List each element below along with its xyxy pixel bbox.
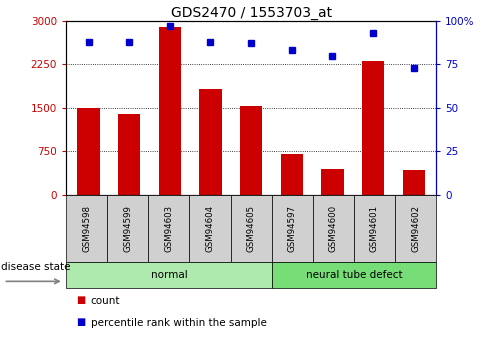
Bar — [199, 89, 221, 195]
Text: ■: ■ — [76, 317, 85, 327]
Text: GSM94605: GSM94605 — [246, 205, 256, 252]
Text: GSM94598: GSM94598 — [82, 205, 91, 252]
Bar — [321, 169, 343, 195]
Bar — [362, 61, 384, 195]
Bar — [118, 114, 140, 195]
Text: GSM94604: GSM94604 — [205, 205, 215, 252]
Bar — [403, 170, 425, 195]
Text: neural tube defect: neural tube defect — [306, 270, 402, 280]
Text: count: count — [91, 296, 120, 306]
Bar — [240, 106, 262, 195]
Text: GSM94602: GSM94602 — [411, 205, 420, 252]
Title: GDS2470 / 1553703_at: GDS2470 / 1553703_at — [171, 6, 332, 20]
Bar — [77, 108, 99, 195]
Text: percentile rank within the sample: percentile rank within the sample — [91, 318, 267, 328]
Text: GSM94600: GSM94600 — [329, 205, 338, 252]
Text: ■: ■ — [76, 295, 85, 305]
Bar — [281, 154, 303, 195]
Text: GSM94597: GSM94597 — [288, 205, 297, 252]
Text: normal: normal — [150, 270, 187, 280]
Text: disease state: disease state — [1, 262, 71, 272]
Text: GSM94603: GSM94603 — [165, 205, 173, 252]
Bar — [159, 27, 181, 195]
Text: GSM94599: GSM94599 — [123, 205, 132, 252]
Text: GSM94601: GSM94601 — [370, 205, 379, 252]
